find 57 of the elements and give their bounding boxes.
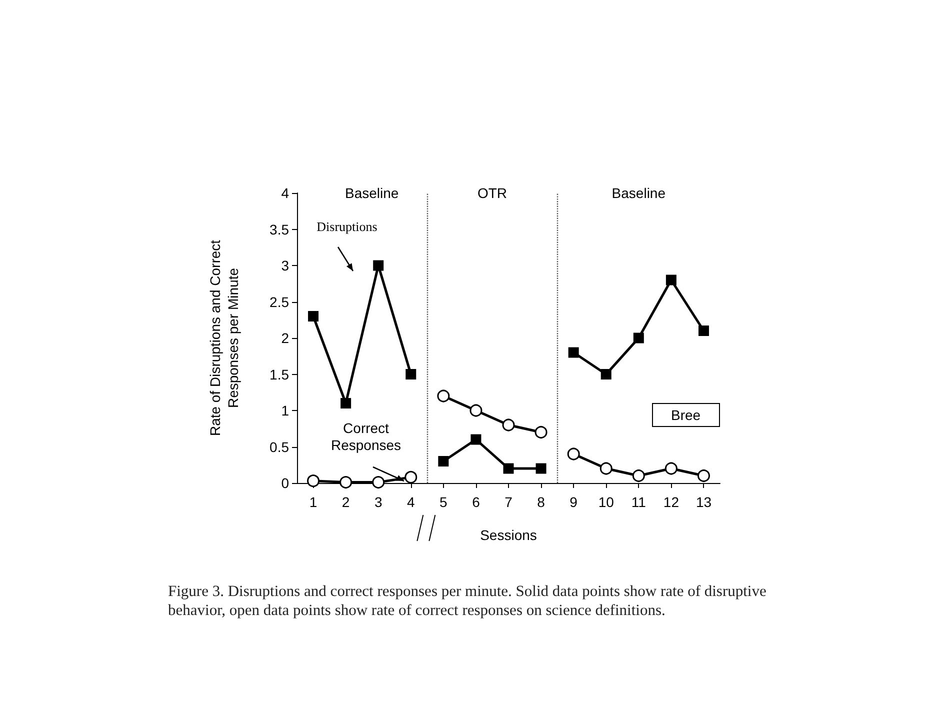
- y-tick-label: 2.5: [270, 294, 290, 310]
- point: [600, 462, 612, 475]
- point: [698, 326, 709, 336]
- point: [534, 426, 548, 438]
- point: [503, 463, 514, 474]
- x-tick-label: 6: [472, 494, 480, 510]
- x-tick-label: 11: [631, 494, 646, 510]
- point: [470, 434, 482, 445]
- point: [340, 476, 352, 489]
- x-tick-label: 2: [342, 494, 350, 510]
- x-tick-label: 3: [374, 494, 382, 510]
- x-tick-label: 5: [440, 494, 448, 510]
- x-tick-label: 4: [406, 494, 415, 510]
- point: [632, 470, 645, 482]
- annotation: Baseline: [344, 185, 399, 201]
- point: [340, 398, 352, 408]
- annotation: OTR: [477, 185, 508, 201]
- y-tick-label: 4: [281, 185, 290, 201]
- point: [307, 474, 320, 488]
- y-tick-label: 3.5: [270, 221, 290, 238]
- x-tick-label: 8: [537, 494, 546, 510]
- y-axis-title: Rate of Disruptions and Correct Responses per Minute: [207, 240, 241, 436]
- point: [404, 470, 418, 484]
- point: [664, 462, 678, 475]
- point: [372, 476, 385, 489]
- x-tick-label: 13: [696, 494, 712, 510]
- point: [502, 418, 515, 432]
- point: [373, 260, 384, 271]
- point: [697, 470, 710, 482]
- y-tick-label: 0: [281, 475, 290, 491]
- annotation: Disruptions: [316, 219, 378, 234]
- x-tick-label: 10: [598, 494, 614, 510]
- y-tick-label: 2: [281, 330, 290, 346]
- y-tick-label: 1: [281, 402, 290, 418]
- annotation: Baseline: [612, 185, 666, 201]
- point: [633, 332, 644, 344]
- y-tick-label: 3: [281, 258, 290, 274]
- x-tick-label: 1: [309, 494, 318, 510]
- point: [437, 390, 450, 402]
- x-tick-label: 7: [504, 494, 513, 510]
- x-tick-label: 12: [663, 494, 680, 510]
- point: [600, 369, 612, 380]
- x-axis-title: Sessions: [480, 527, 537, 543]
- point: [308, 311, 319, 322]
- point: [438, 456, 449, 466]
- point: [470, 404, 482, 417]
- point: [567, 448, 580, 460]
- point: [406, 369, 416, 380]
- annotation: Correct Responses: [330, 420, 402, 453]
- y-tick-label: 0.5: [270, 438, 290, 455]
- y-tick-label: 1.5: [270, 366, 290, 382]
- point: [568, 347, 579, 358]
- x-tick-label: 9: [570, 494, 578, 510]
- annotation: Bree: [652, 403, 720, 427]
- point: [536, 463, 546, 474]
- caption: Figure 3. Disruptions and correct responses per minute. Solid data points show rate of disruptive behavior, open data points show rate of correct responses on science definitions.: [168, 582, 768, 620]
- point: [666, 274, 676, 286]
